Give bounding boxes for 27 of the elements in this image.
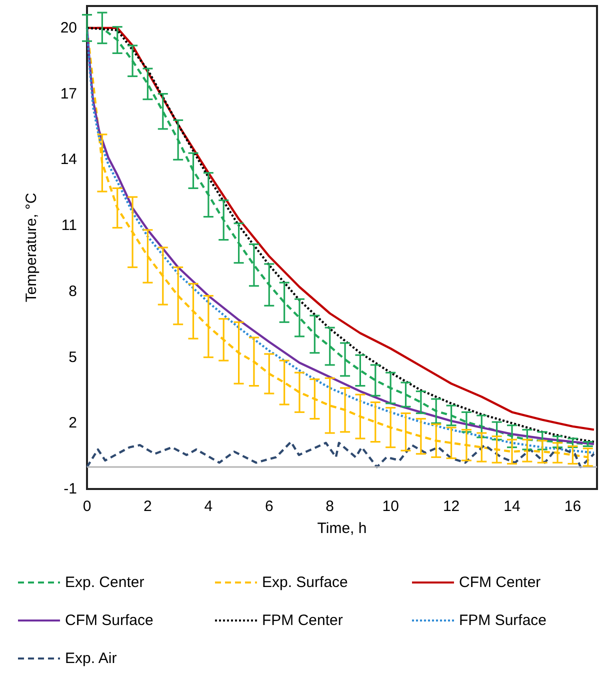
legend-label: FPM Surface	[459, 612, 547, 629]
line-series	[86, 440, 596, 468]
x-tick-label: 14	[504, 498, 520, 515]
x-axis-title: Time, h	[317, 520, 367, 537]
x-tick-label: 4	[204, 498, 213, 515]
y-tick-label: 8	[68, 282, 77, 300]
legend-label: CFM Surface	[65, 612, 154, 629]
legend-label: CFM Center	[459, 574, 541, 591]
legend-label: Exp. Surface	[262, 574, 348, 591]
y-tick-label: 5	[68, 348, 77, 366]
y-tick-label: 11	[61, 217, 77, 234]
y-tick-label: 14	[60, 151, 77, 168]
y-tick-label: 2	[68, 414, 77, 432]
y-tick-label: 20	[60, 19, 77, 36]
legend-label: Exp. Air	[65, 650, 117, 667]
y-axis-title: Temperature, °C	[23, 192, 40, 302]
x-tick-label: 8	[326, 498, 334, 515]
x-tick-label: 16	[564, 498, 582, 515]
legend-label: Exp. Center	[65, 574, 144, 591]
y-tick-label: -1	[64, 480, 77, 498]
x-tick-label: 6	[264, 498, 274, 515]
x-tick-label: 0	[82, 498, 92, 515]
x-tick-label: 12	[442, 498, 460, 515]
y-tick-label: 17	[60, 85, 77, 102]
x-tick-label: 10	[382, 498, 399, 515]
legend-label: FPM Center	[262, 612, 343, 629]
x-tick-label: 2	[144, 498, 152, 515]
